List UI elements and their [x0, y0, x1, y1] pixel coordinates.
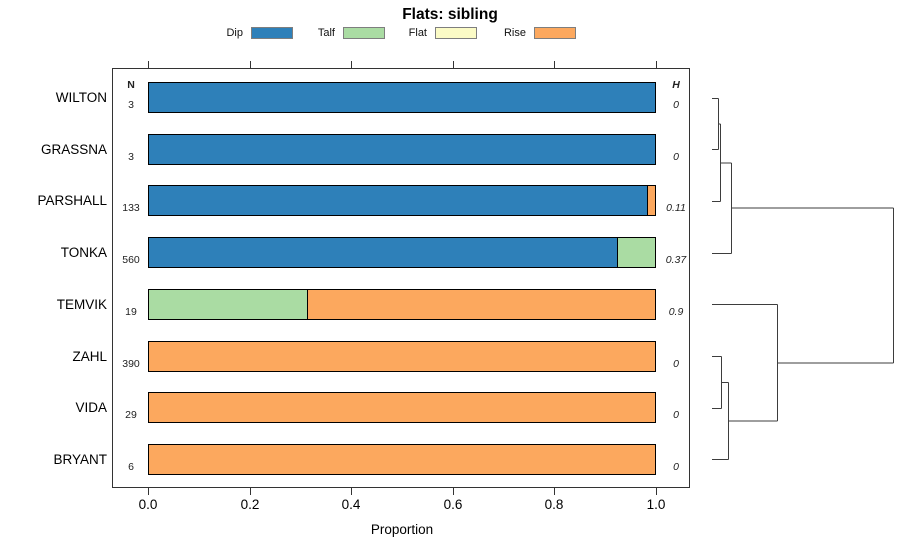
h-column-header: H — [672, 79, 680, 91]
row-label-wilton: WILTON — [55, 89, 107, 105]
bar-vida — [148, 392, 656, 423]
legend-label-dip: Dip — [226, 27, 243, 39]
row-label-bryant: BRYANT — [53, 451, 107, 467]
h-value: 0.37 — [665, 254, 687, 266]
h-value: 0.9 — [668, 306, 684, 318]
row-label-tonka: TONKA — [60, 244, 107, 260]
x-tick-label: 0.8 — [544, 497, 564, 512]
bar-segment-rise — [148, 392, 656, 423]
row-label-vida: VIDA — [75, 399, 107, 415]
n-value: 29 — [125, 409, 137, 421]
x-tick-top — [148, 61, 149, 68]
x-tick-top — [250, 61, 251, 68]
legend-swatch-rise — [534, 27, 576, 39]
bar-segment-rise — [148, 341, 656, 372]
n-value: 3 — [128, 151, 134, 163]
n-column-header: N — [127, 79, 135, 91]
h-value: 0 — [673, 99, 679, 111]
n-value: 3 — [128, 99, 134, 111]
bar-segment-dip — [148, 185, 648, 216]
x-tick-bottom — [656, 488, 657, 495]
h-value: 0 — [673, 461, 679, 473]
x-tick-label: 0.4 — [341, 497, 361, 512]
bar-segment-talf — [148, 289, 308, 320]
bar-wilton — [148, 82, 656, 113]
n-value: 19 — [125, 306, 137, 318]
chart-title: Flats: sibling — [402, 6, 498, 23]
x-tick-top — [351, 61, 352, 68]
h-value: 0.11 — [666, 202, 686, 214]
bar-tonka — [148, 237, 656, 268]
bar-segment-rise — [148, 444, 656, 475]
x-tick-bottom — [453, 488, 454, 495]
x-tick-top — [656, 61, 657, 68]
row-label-grassna: GRASSNA — [40, 141, 107, 157]
bar-segment-dip — [148, 237, 618, 268]
x-tick-bottom — [351, 488, 352, 495]
legend-label-rise: Rise — [503, 27, 526, 39]
x-tick-bottom — [250, 488, 251, 495]
h-value: 0 — [673, 151, 679, 163]
bar-segment-rise — [647, 185, 656, 216]
x-tick-bottom — [148, 488, 149, 495]
x-axis-title: Proportion — [370, 522, 434, 537]
bar-segment-dip — [148, 134, 656, 165]
legend-swatch-talf — [343, 27, 385, 39]
bar-parshall — [148, 185, 656, 216]
bar-bryant — [148, 444, 656, 475]
x-tick-label: 0.6 — [443, 497, 463, 512]
n-value: 133 — [122, 202, 140, 214]
h-value: 0 — [673, 409, 679, 421]
n-value: 560 — [122, 254, 140, 266]
n-value: 390 — [122, 358, 140, 370]
bar-zahl — [148, 341, 656, 372]
x-tick-label: 0.0 — [138, 497, 158, 512]
bar-segment-talf — [617, 237, 656, 268]
bar-segment-rise — [307, 289, 656, 320]
row-label-zahl: ZAHL — [72, 348, 107, 364]
legend-label-flat: Flat — [408, 27, 427, 39]
x-tick-top — [554, 61, 555, 68]
bar-temvik — [148, 289, 656, 320]
x-tick-label: 0.2 — [240, 497, 260, 512]
h-value: 0 — [673, 358, 679, 370]
bar-grassna — [148, 134, 656, 165]
legend-swatch-dip — [251, 27, 293, 39]
n-value: 6 — [128, 461, 134, 473]
x-tick-label: 1.0 — [646, 497, 666, 512]
legend-swatch-flat — [435, 27, 477, 39]
x-tick-bottom — [554, 488, 555, 495]
bar-segment-dip — [148, 82, 656, 113]
legend-label-talf: Talf — [317, 27, 335, 39]
row-label-parshall: PARSHALL — [37, 192, 107, 208]
row-label-temvik: TEMVIK — [56, 296, 107, 312]
x-tick-top — [453, 61, 454, 68]
